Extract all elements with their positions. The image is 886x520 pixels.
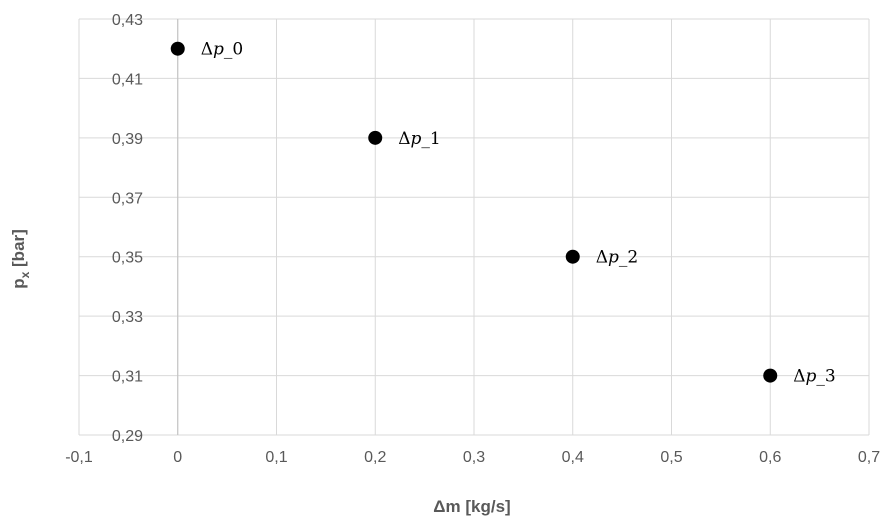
- y-axis-title-main: p: [9, 278, 28, 288]
- y-tick-label: 0,35: [112, 250, 143, 267]
- data-point: [170, 41, 185, 56]
- x-tick-label: 0,2: [364, 449, 386, 466]
- data-point: [565, 249, 580, 264]
- y-tick-label: 0,43: [112, 12, 143, 29]
- data-label: Δ𝑝_1: [398, 129, 440, 149]
- x-tick-label: 0,1: [265, 449, 287, 466]
- y-tick-label: 0,41: [112, 71, 143, 88]
- tick-labels: -0,1 0 0,1 0,2 0,3 0,4 0,5 0,6 0,7 0,29 0,31 0,33 0,…: [65, 12, 880, 466]
- y-tick-label: 0,31: [112, 369, 143, 386]
- x-tick-label: 0,6: [759, 449, 781, 466]
- y-axis-title: px [bar]: [9, 229, 32, 289]
- data-points: Δ𝑝_0 Δ𝑝_1 Δ𝑝_2 Δ𝑝_3: [170, 40, 836, 387]
- y-axis-title-sub: x: [18, 271, 32, 278]
- data-label: Δ𝑝_2: [596, 248, 638, 268]
- y-tick-label: 0,29: [112, 428, 143, 445]
- data-point: [368, 130, 383, 145]
- x-tick-label: 0,5: [660, 449, 682, 466]
- y-tick-label: 0,37: [112, 190, 143, 207]
- data-point: [763, 368, 778, 383]
- x-tick-label: 0,3: [463, 449, 485, 466]
- x-tick-label: 0,7: [858, 449, 880, 466]
- data-label: Δ𝑝_3: [793, 367, 835, 387]
- y-tick-label: 0,39: [112, 131, 143, 148]
- x-tick-label: 0: [173, 449, 182, 466]
- grid: [78, 18, 870, 436]
- data-label: Δ𝑝_0: [201, 40, 243, 60]
- y-tick-label: 0,33: [112, 309, 143, 326]
- x-tick-label: 0,4: [562, 449, 584, 466]
- y-axis-title-suffix: [bar]: [9, 229, 28, 272]
- x-axis-title: Δm [kg/s]: [433, 497, 510, 516]
- x-tick-label: -0,1: [65, 449, 93, 466]
